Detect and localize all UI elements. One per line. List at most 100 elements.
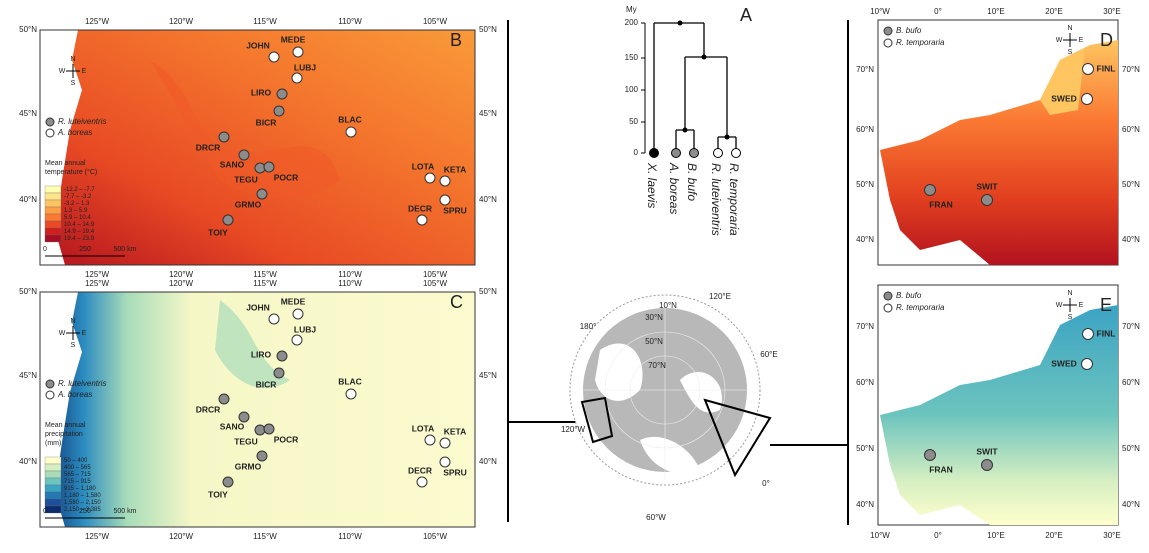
class-swatch	[44, 470, 62, 479]
lon-label: 0°	[934, 531, 942, 540]
lat-label: 50°N	[856, 180, 874, 189]
site-label: LUBJ	[294, 62, 316, 72]
lon-label: 125°W	[85, 532, 110, 541]
site-label: MEDE	[281, 34, 306, 44]
lon-label: 10°E	[987, 7, 1004, 16]
graticule-label: 30°N	[645, 313, 663, 322]
tick-label: 200	[625, 18, 639, 27]
compass-s: S	[71, 80, 76, 87]
site-marker	[292, 308, 304, 320]
lat-label: 40°N	[1122, 500, 1140, 509]
class-swatch	[44, 192, 62, 201]
class-swatch	[44, 484, 62, 493]
compass-s: S	[1068, 314, 1073, 321]
graticule-label: 0°	[762, 479, 770, 488]
graticule-label: 120°E	[709, 292, 731, 301]
lon-label: 105°W	[423, 17, 448, 26]
lat-label: 70°N	[856, 322, 874, 331]
site-label: FINL	[1097, 63, 1116, 73]
lat-label: 40°N	[856, 235, 874, 244]
site-marker	[268, 51, 280, 63]
site-label: LIRO	[251, 349, 272, 359]
lat-label: 40°N	[856, 500, 874, 509]
class-swatch	[44, 456, 62, 465]
tick-label: 0	[634, 148, 639, 157]
legend-marker	[45, 379, 55, 389]
legend-marker	[45, 390, 55, 400]
scale-label: 250	[79, 508, 91, 515]
legend-label: A. boreas	[57, 390, 92, 399]
legend-title: Mean annual	[45, 422, 86, 429]
lon-label: 115°W	[253, 532, 277, 541]
site-marker	[1081, 358, 1093, 370]
class-label: -3.2 – 1.3	[64, 201, 90, 207]
lat-label: 50°N	[1122, 180, 1140, 189]
site-marker	[276, 88, 288, 100]
lon-label: 10°W	[870, 531, 890, 540]
site-marker	[981, 194, 993, 206]
site-marker	[222, 476, 234, 488]
site-marker	[218, 131, 230, 143]
site-label: POCR	[274, 172, 299, 182]
site-label: BICR	[256, 117, 277, 127]
class-label: 565 – 715	[64, 472, 91, 478]
site-label: BLAC	[338, 376, 362, 386]
site-marker	[439, 456, 451, 468]
class-label: 19.4 – 23.9	[64, 236, 95, 242]
scale-label: 250	[79, 246, 91, 253]
tick-label: 50	[629, 117, 638, 126]
map-d	[877, 19, 1119, 266]
site-marker	[439, 175, 451, 187]
class-label: 400 – 565	[64, 465, 91, 471]
scale-label: 0	[43, 508, 47, 515]
lon-label: 120°W	[169, 270, 194, 279]
site-label: SPRU	[443, 467, 467, 477]
lon-label: 105°W	[423, 270, 448, 279]
site-label: SWIT	[976, 446, 998, 456]
lon-label: 120°W	[169, 279, 194, 288]
site-label: KETA	[444, 426, 467, 436]
legend-title: (mm)	[45, 440, 61, 447]
lat-label: 70°N	[856, 65, 874, 74]
lon-label: 105°W	[423, 532, 448, 541]
lat-label: 45°N	[19, 109, 37, 118]
class-swatch	[44, 234, 62, 243]
site-marker	[263, 161, 275, 173]
site-marker	[924, 184, 936, 196]
site-marker	[1081, 93, 1093, 105]
site-label: FINL	[1097, 328, 1116, 338]
compass-e: E	[1079, 302, 1084, 309]
site-label: LUBJ	[294, 324, 316, 334]
site-marker	[416, 476, 428, 488]
legend-label: R. luteiventris	[58, 117, 106, 126]
lat-label: 50°N	[19, 287, 37, 296]
tip	[713, 148, 723, 158]
lat-label: 60°N	[1122, 125, 1140, 134]
lon-label: 120°W	[169, 532, 194, 541]
legend-marker	[45, 128, 55, 138]
compass-w: W	[59, 330, 66, 337]
legend-label: A. boreas	[57, 128, 92, 137]
map-e	[877, 284, 1119, 526]
legend-marker	[883, 26, 893, 36]
site-label: TEGU	[234, 174, 258, 184]
site-marker	[273, 105, 285, 117]
node	[682, 127, 688, 133]
lon-label: 115°W	[253, 17, 277, 26]
site-label: BICR	[256, 379, 277, 389]
legend-marker	[883, 291, 893, 301]
class-swatch	[44, 206, 62, 215]
legend-title: temperature (°C)	[45, 168, 97, 176]
compass-e: E	[82, 68, 87, 75]
site-label: JOHN	[246, 302, 270, 312]
lat-label: 45°N	[479, 109, 497, 118]
site-marker	[416, 214, 428, 226]
site-label: DECR	[408, 465, 432, 475]
lon-label: 125°W	[85, 17, 110, 26]
site-marker	[256, 188, 268, 200]
compass-e: E	[82, 330, 87, 337]
lon-label: 110°W	[338, 532, 362, 541]
legend-label: R. temporaria	[896, 303, 945, 312]
site-marker	[1082, 63, 1094, 75]
site-marker	[345, 388, 357, 400]
